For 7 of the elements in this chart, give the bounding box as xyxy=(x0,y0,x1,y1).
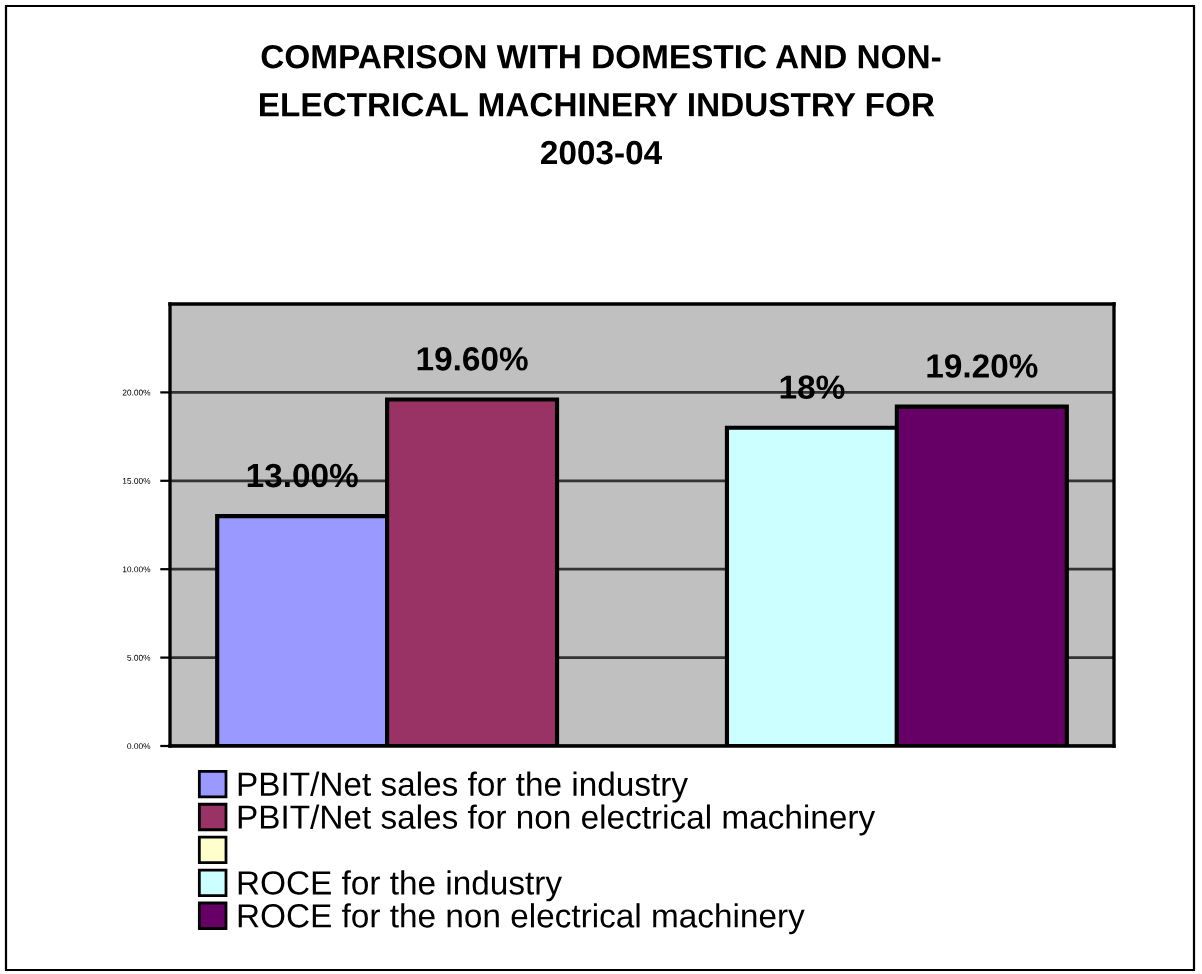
legend-label: ROCE for the non electrical machinery xyxy=(238,903,805,935)
data-label: 19.60% xyxy=(417,347,528,371)
legend-label: ROCE for the industry xyxy=(238,870,562,902)
legend-label: PBIT/Net sales for the industry xyxy=(238,771,688,803)
data-label: 19.20% xyxy=(927,354,1038,378)
chart-title: COMPARISON WITH DOMESTIC AND NON- ELECTRICAL MACHINERY INDUSTRY FOR 2003-04 xyxy=(259,44,941,165)
legend-label: PBIT/Net sales for non electrical machinery xyxy=(238,804,876,836)
